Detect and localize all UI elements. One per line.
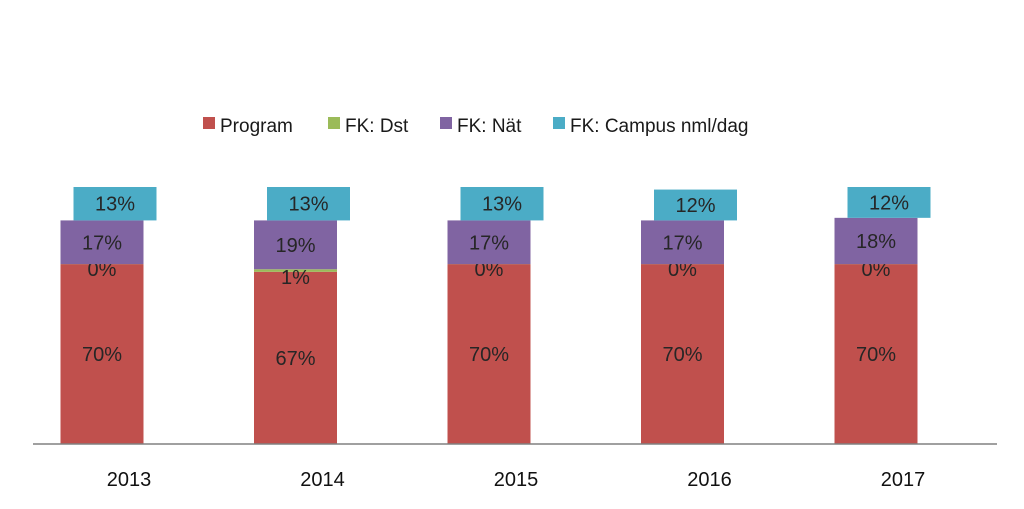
bar-fk-dst-2014 — [254, 269, 337, 272]
legend: Program FK: Dst FK: Nät FK: Campus nml/dag — [203, 116, 748, 137]
bar-fk-campus-nml-dag-2015 — [460, 187, 544, 221]
bar-fk-campus-nml-dag-2016 — [654, 189, 737, 221]
data-label-fk-n-t-2017: 18% — [856, 231, 896, 253]
data-label-fk-dst-2014: 1% — [281, 267, 310, 289]
x-tick-label-2014: 2014 — [300, 469, 345, 491]
bar-fk-n-t-2015 — [447, 220, 531, 265]
bar-program-2016 — [641, 264, 724, 444]
data-label-program-2016: 70% — [662, 344, 702, 366]
bar-fk-n-t-2016 — [641, 220, 724, 265]
legend-swatch-fk-n-t — [440, 117, 452, 129]
data-label-fk-n-t-2013: 17% — [82, 232, 122, 254]
legend-label-fk-n-t: FK: Nät — [457, 116, 522, 137]
legend-label-program: Program — [220, 116, 293, 137]
data-label-program-2014: 67% — [275, 348, 315, 370]
legend-label-fk-dst: FK: Dst — [345, 116, 409, 137]
legend-swatch-fk-campus-nml-dag — [553, 117, 565, 129]
bar-program-2017 — [834, 264, 918, 444]
data-label-program-2015: 70% — [469, 344, 509, 366]
bar-fk-n-t-2014 — [254, 220, 337, 270]
x-tick-label-2016: 2016 — [687, 469, 732, 491]
bar-fk-campus-nml-dag-2014 — [267, 187, 350, 221]
legend-swatch-program — [203, 117, 215, 129]
x-axis-ticks: 2013 2014 2015 2016 2017 — [107, 469, 926, 491]
data-label-program-2017: 70% — [856, 344, 896, 366]
x-tick-label-2015: 2015 — [494, 469, 539, 491]
bar-fk-n-t-2017 — [834, 217, 918, 265]
data-label-fk-n-t-2014: 19% — [275, 235, 315, 257]
data-label-program-2013: 70% — [82, 344, 122, 366]
bar-fk-n-t-2013 — [60, 220, 144, 265]
data-label-fk-dst-2015: 0% — [475, 259, 504, 281]
bar-program-2014 — [254, 271, 337, 444]
data-label-fk-campus-nml-dag-2015: 13% — [482, 194, 522, 216]
bar-fk-campus-nml-dag-2017 — [847, 187, 931, 218]
legend-swatch-fk-dst — [328, 117, 340, 129]
data-label-fk-campus-nml-dag-2017: 12% — [869, 192, 909, 214]
data-label-fk-dst-2013: 0% — [88, 259, 117, 281]
bar-program-2015 — [447, 264, 531, 444]
bar-fk-campus-nml-dag-2013 — [73, 187, 157, 221]
bar-program-2013 — [60, 264, 144, 444]
data-label-fk-dst-2017: 0% — [862, 259, 891, 281]
plot-area: 70% 0% 17% 13% 67% 1% 19% 13% 70% 0% 17% 13% 70% 0% 17… — [60, 187, 931, 444]
data-label-fk-campus-nml-dag-2016: 12% — [675, 195, 715, 217]
data-label-fk-campus-nml-dag-2013: 13% — [95, 194, 135, 216]
data-label-fk-dst-2016: 0% — [668, 259, 697, 281]
legend-label-fk-campus-nml-dag: FK: Campus nml/dag — [570, 116, 748, 137]
data-label-fk-n-t-2015: 17% — [469, 232, 509, 254]
data-label-fk-n-t-2016: 17% — [662, 232, 702, 254]
x-tick-label-2017: 2017 — [881, 469, 926, 491]
x-tick-label-2013: 2013 — [107, 469, 152, 491]
data-label-fk-campus-nml-dag-2014: 13% — [288, 194, 328, 216]
